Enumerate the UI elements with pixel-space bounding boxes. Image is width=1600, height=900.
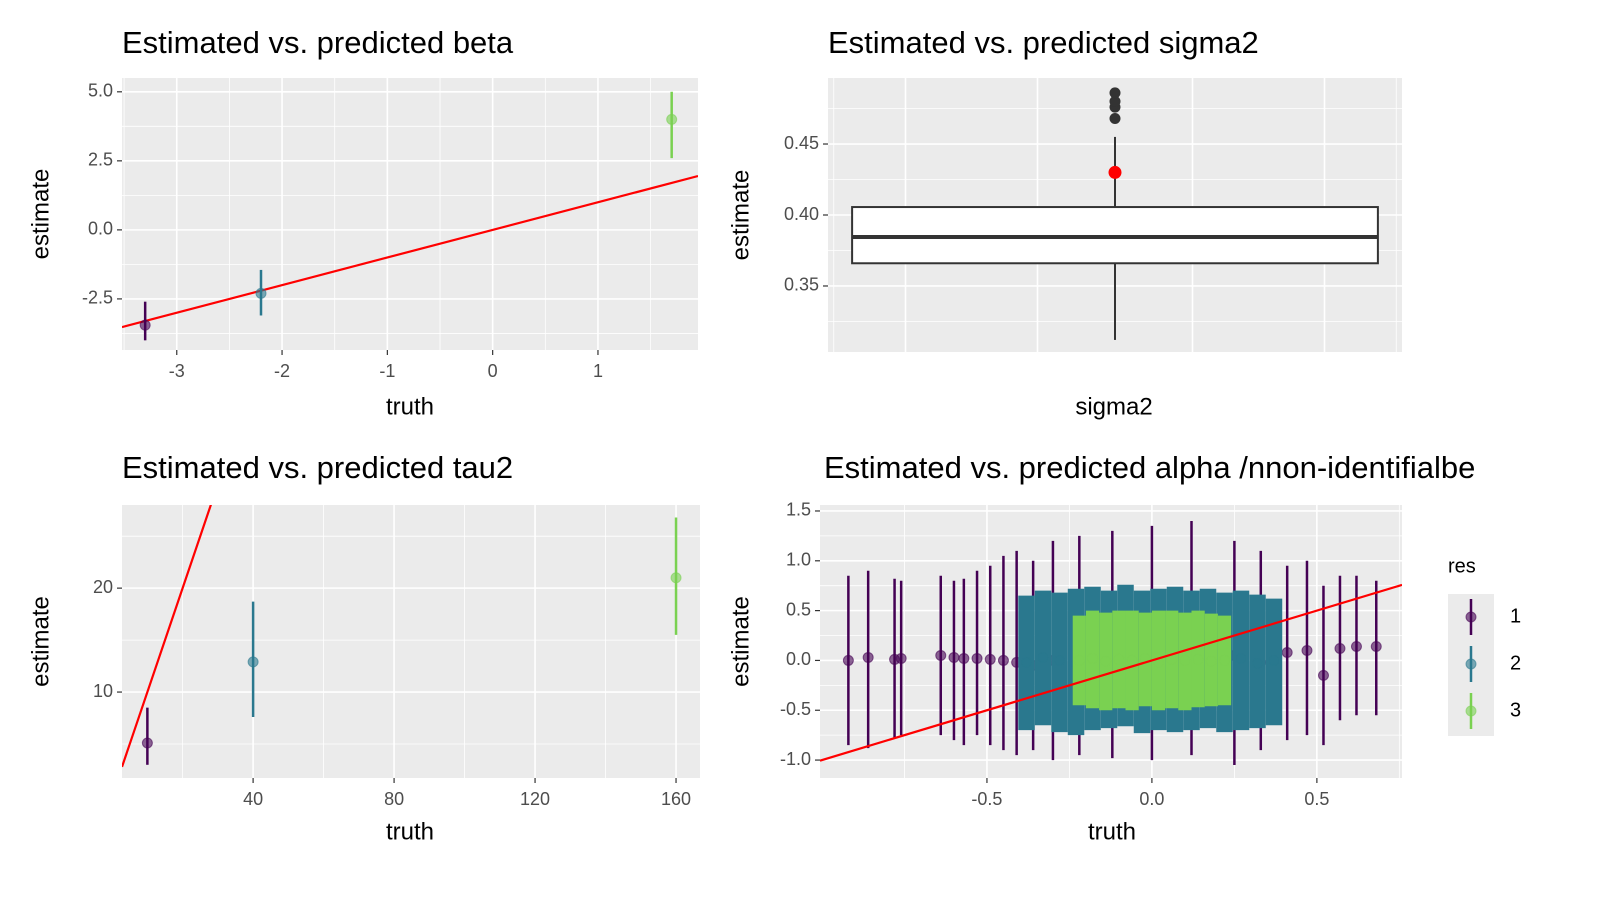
y-tick-label: 0.5	[786, 599, 811, 619]
y-axis-label: estimate	[727, 596, 754, 687]
point	[139, 319, 151, 331]
point	[141, 737, 153, 749]
x-axis-label: truth	[386, 393, 434, 420]
x-tick-label: 120	[520, 789, 550, 809]
y-axis-label: estimate	[727, 170, 754, 261]
point	[1268, 654, 1280, 666]
legend-label: 1	[1510, 605, 1521, 627]
reference-line	[122, 174, 698, 329]
y-tick-label: -0.5	[780, 699, 811, 719]
plot-area	[851, 87, 1379, 340]
x-tick-label: -2	[274, 361, 290, 381]
x-tick-label: 80	[384, 789, 404, 809]
point	[1350, 640, 1362, 652]
panel-title: Estimated vs. predicted alpha /nnon-iden…	[824, 450, 1475, 485]
panel: Estimated vs. predicted tau2 truth estimat…	[27, 450, 700, 845]
x-tick-label: 40	[243, 789, 263, 809]
x-tick-label: 0	[488, 361, 498, 381]
panel-title: Estimated vs. predicted tau2	[122, 450, 513, 485]
point	[984, 653, 996, 665]
point	[1218, 654, 1230, 666]
panel-title: Estimated vs. predicted sigma2	[828, 25, 1259, 60]
point	[1192, 653, 1204, 665]
y-tick-label: 1.0	[786, 550, 811, 570]
y-tick-label: 5.0	[88, 81, 113, 101]
point	[247, 656, 259, 668]
plot-background	[122, 505, 700, 778]
x-axis-label: truth	[1088, 818, 1136, 845]
point	[1251, 657, 1263, 669]
y-tick-label: 0.45	[784, 133, 819, 153]
y-tick-label: 0.40	[784, 204, 819, 224]
legend-key	[1465, 658, 1477, 670]
y-tick-label: 20	[93, 577, 113, 597]
point	[255, 287, 267, 299]
y-axis-label: estimate	[27, 169, 54, 260]
x-tick-label: -0.5	[971, 789, 1002, 809]
point	[1087, 652, 1099, 664]
x-tick-label: 0.0	[1139, 789, 1164, 809]
point	[1370, 640, 1382, 652]
point	[1281, 646, 1293, 658]
x-tick-label: -1	[379, 361, 395, 381]
legend-key	[1465, 611, 1477, 623]
x-tick-label: -3	[169, 361, 185, 381]
point	[935, 649, 947, 661]
y-tick-label: 0.0	[88, 219, 113, 239]
outlier	[1109, 87, 1121, 99]
truth-point	[1108, 165, 1122, 179]
point	[1235, 652, 1247, 664]
point	[1073, 654, 1085, 666]
x-axis-label: sigma2	[1075, 393, 1152, 420]
plot-background	[122, 78, 698, 350]
point	[958, 652, 970, 664]
y-axis-label: estimate	[27, 596, 54, 687]
outlier	[1109, 112, 1121, 124]
point	[1205, 655, 1217, 667]
plot-area	[122, 91, 698, 341]
x-tick-label: 160	[661, 789, 691, 809]
x-tick-label: 1	[593, 361, 603, 381]
point	[971, 652, 983, 664]
point	[1126, 654, 1138, 666]
legend-label: 3	[1510, 699, 1521, 721]
point	[1113, 653, 1125, 665]
x-tick-label: 0.5	[1304, 789, 1329, 809]
panel: Estimated vs. predicted alpha /nnon-iden…	[727, 450, 1521, 845]
point	[1021, 656, 1033, 668]
point	[1179, 654, 1191, 666]
panel: Estimated vs. predicted sigma2 sigma2 esti…	[727, 25, 1402, 420]
y-tick-label: 10	[93, 681, 113, 701]
legend-label: 2	[1510, 652, 1521, 674]
point	[997, 654, 1009, 666]
point	[1054, 654, 1066, 666]
panel-title: Estimated vs. predicted beta	[122, 25, 514, 60]
x-axis-label: truth	[386, 818, 434, 845]
point	[670, 572, 682, 584]
point	[1301, 644, 1313, 656]
y-tick-label: 2.5	[88, 150, 113, 170]
point	[842, 654, 854, 666]
point	[1037, 651, 1049, 663]
point	[862, 651, 874, 663]
legend-key	[1465, 705, 1477, 717]
point	[666, 113, 678, 125]
y-tick-label: -1.0	[780, 749, 811, 769]
point	[1100, 655, 1112, 667]
point	[948, 651, 960, 663]
plot-area	[122, 505, 682, 768]
point	[1334, 642, 1346, 654]
point	[1317, 669, 1329, 681]
y-tick-label: 0.35	[784, 275, 819, 295]
outlier	[1109, 95, 1121, 107]
y-tick-label: -2.5	[82, 288, 113, 308]
reference-line	[820, 583, 1402, 762]
panel: Estimated vs. predicted beta truth estimat…	[27, 25, 698, 420]
point	[895, 652, 907, 664]
y-tick-label: 0.0	[786, 649, 811, 669]
y-tick-label: 1.5	[786, 500, 811, 520]
plot-area	[820, 520, 1402, 766]
legend-title: res	[1448, 555, 1476, 577]
